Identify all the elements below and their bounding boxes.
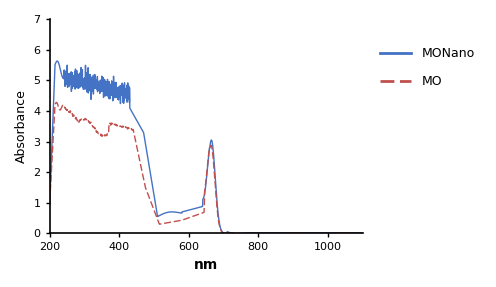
Legend: MONano, MO: MONano, MO (375, 42, 480, 93)
Y-axis label: Absorbance: Absorbance (15, 89, 28, 163)
MONano (101, 77, 107, 81)
MO (54, 101, 60, 104)
X-axis label: nm: nm (194, 258, 218, 272)
MO (354, 231, 360, 235)
MO (82, 118, 88, 121)
MONano (47, 201, 53, 205)
MO (360, 231, 366, 235)
MO (320, 231, 326, 235)
MO (101, 134, 107, 138)
MONano (82, 63, 88, 67)
MONano (241, 232, 247, 235)
Line: MO: MO (50, 102, 363, 233)
MO (47, 199, 53, 203)
MO (167, 221, 173, 224)
Line: MONano: MONano (50, 61, 363, 233)
MONano (181, 210, 186, 213)
MONano (354, 231, 360, 234)
MO (241, 232, 247, 235)
MO (181, 218, 186, 222)
MONano (54, 59, 60, 63)
MONano (320, 231, 326, 234)
MONano (360, 231, 366, 234)
MONano (167, 210, 173, 214)
